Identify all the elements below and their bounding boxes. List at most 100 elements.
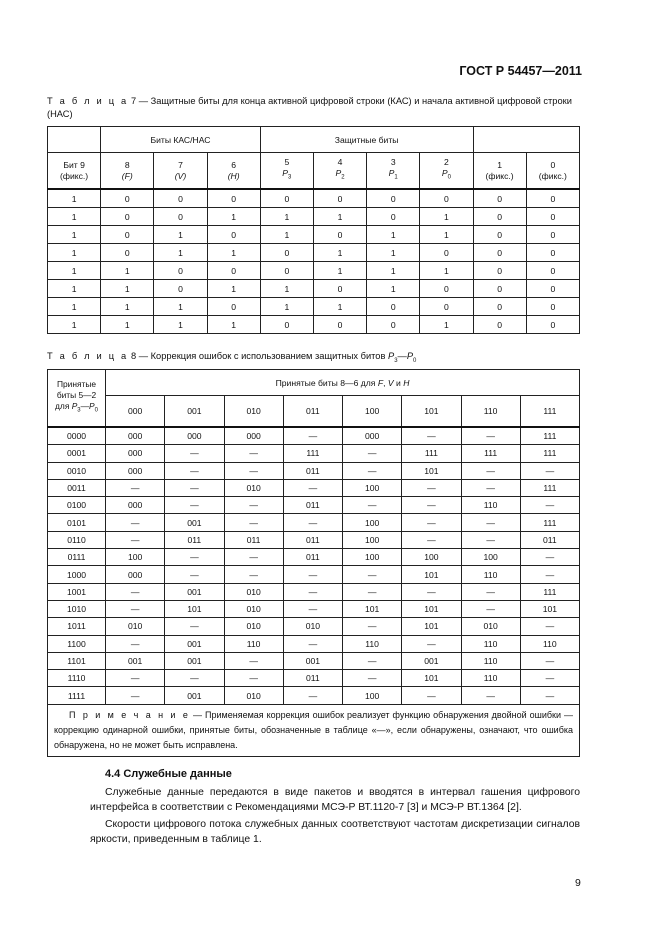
table-cell: 1	[46, 279, 102, 298]
table-cell: 010	[223, 686, 284, 705]
table-cell: 111	[519, 478, 581, 498]
column-number: Бит 9	[63, 159, 85, 170]
table-cell: —	[460, 599, 521, 619]
table-cell: 011	[282, 548, 344, 567]
document-id: ГОСТ Р 54457—2011	[459, 64, 582, 78]
table-cell: 1	[46, 188, 102, 208]
table-cell: —	[519, 669, 581, 688]
table-cell: 1	[153, 315, 208, 334]
table-cell: 001	[164, 634, 225, 653]
column-label: P2	[335, 168, 345, 181]
table-cell: 1	[419, 261, 474, 280]
table-cell: —	[519, 617, 581, 636]
table-cell: 011	[282, 530, 344, 550]
table-cell: 110	[341, 634, 403, 653]
table-cell: 0	[366, 207, 421, 226]
column-label: P0	[441, 168, 451, 181]
table-cell: —	[104, 513, 166, 532]
table-cell: 0	[206, 297, 261, 316]
table-cell: 0000	[47, 426, 106, 446]
table-cell: 0001	[47, 444, 106, 463]
column-label: P3	[282, 168, 292, 181]
table-7: Биты КАС/НАС Защитные биты Бит 9 (фикс.) 8…	[46, 126, 581, 334]
table-cell: 000	[104, 565, 166, 584]
column-header: 0 (фикс.)	[525, 152, 581, 190]
table-cell: 1	[153, 297, 208, 316]
group-header: Принятые биты 8—6 для F, V и H	[105, 369, 580, 396]
table-cell: 010	[223, 599, 284, 619]
table-row: 0100 000— —011— —110—	[47, 496, 581, 515]
column-header: 4 P2	[312, 152, 368, 190]
table-note-row: П р и м е ч а н и е — Применяемая коррек…	[47, 703, 580, 757]
table-cell: 1	[419, 315, 474, 334]
table-cell: 0	[259, 243, 314, 262]
table-cell: —	[282, 599, 344, 619]
table-cell: 100	[460, 548, 521, 567]
table-cell: 100	[401, 548, 462, 567]
table-cell: —	[164, 617, 225, 636]
table-cell: 110	[460, 634, 521, 653]
table-cell: 101	[401, 617, 462, 636]
table-cell: 011	[164, 530, 225, 550]
table-cell: 1101	[47, 651, 106, 671]
column-number: 8	[124, 159, 130, 170]
table-cell: 0111	[47, 548, 106, 567]
table-cell: —	[401, 513, 462, 532]
table-cell: 0	[472, 225, 527, 244]
column-number: 0	[550, 159, 556, 170]
table-cell: 1	[206, 207, 261, 226]
table-cell: 0	[472, 261, 527, 280]
table-cell: 1	[46, 297, 102, 316]
table-cell: 0	[153, 207, 208, 226]
table-cell: —	[104, 478, 166, 498]
table-cell: —	[282, 634, 344, 653]
table-cell: 010	[104, 617, 166, 636]
table-cell: 0	[525, 225, 581, 244]
section-heading: 4.4 Служебные данные	[105, 768, 232, 780]
table-cell: 1	[46, 243, 102, 262]
table-cell: —	[223, 444, 284, 463]
table-cell: 101	[341, 599, 403, 619]
table-cell: 011	[519, 530, 581, 550]
table-cell: —	[223, 669, 284, 688]
column-header: 3 P1	[366, 152, 421, 190]
table-cell: 1	[100, 261, 155, 280]
table-cell: 0	[312, 315, 368, 334]
table-cell: 1	[366, 261, 421, 280]
table-cell: 0	[206, 261, 261, 280]
table-cell: 001	[164, 513, 225, 532]
table-cell: 0	[153, 279, 208, 298]
table-cell: 100	[341, 530, 403, 550]
table-cell: 001	[164, 582, 225, 601]
table-cell: —	[341, 651, 403, 671]
table-cell: —	[223, 548, 284, 567]
table-cell: —	[401, 426, 462, 446]
table-cell: 000	[223, 426, 284, 446]
table-cell: 000	[104, 444, 166, 463]
column-number: 1	[497, 159, 502, 170]
table-cell: —	[460, 686, 521, 705]
table-cell: —	[164, 444, 225, 463]
table-row: 0101—001— —100— —111	[47, 513, 581, 532]
table-cell: 101	[401, 461, 462, 480]
table-cell: 101	[401, 599, 462, 619]
table-cell: 0	[525, 315, 581, 334]
table-cell: 1110	[47, 669, 106, 688]
table-cell: 010	[223, 582, 284, 601]
table-cell: 1	[206, 315, 261, 334]
table-cell: 0101	[47, 513, 106, 532]
table-cell: 0	[259, 315, 314, 334]
table-cell: 111	[519, 513, 581, 532]
table-cell: 0	[419, 188, 474, 208]
table-row: 1100—001 110—110—110 110	[47, 634, 581, 653]
table-cell: 1	[153, 243, 208, 262]
table-cell: —	[519, 496, 581, 515]
column-header: 101	[401, 395, 462, 428]
table-cell: —	[104, 686, 166, 705]
table-cell: 1001	[47, 582, 106, 601]
